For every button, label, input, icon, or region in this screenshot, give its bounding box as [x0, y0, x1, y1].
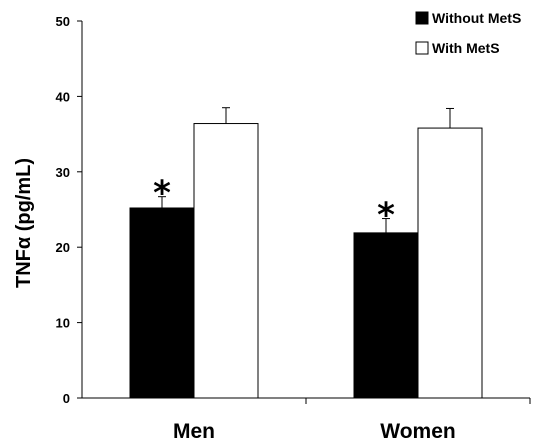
x-category-label: Women [380, 420, 455, 443]
legend-swatch [415, 41, 429, 55]
chart-bars [129, 107, 483, 399]
bar [417, 127, 483, 399]
significance-marker: * [377, 196, 395, 236]
legend-label: With MetS [432, 40, 500, 56]
chart-axes: 0 10 20 30 40 50 Men Women [56, 14, 531, 443]
y-tick-label: 10 [56, 316, 70, 331]
chart-legend: Without MetS With MetS [415, 10, 521, 56]
y-tick-label: 30 [56, 165, 70, 180]
x-category-label: Men [173, 420, 215, 443]
bar [193, 123, 259, 399]
legend-label: Without MetS [432, 10, 521, 26]
y-tick-label: 40 [56, 89, 70, 104]
bar [353, 232, 419, 399]
y-tick-label: 50 [56, 14, 70, 29]
bar [129, 207, 195, 399]
significance-marker: * [153, 174, 171, 214]
y-axis-label: TNFα (pg/mL) [13, 158, 35, 288]
y-tick-label: 20 [56, 240, 70, 255]
legend-swatch [415, 11, 429, 25]
y-tick-label: 0 [63, 391, 70, 406]
chart-annotations: ** [153, 174, 395, 236]
